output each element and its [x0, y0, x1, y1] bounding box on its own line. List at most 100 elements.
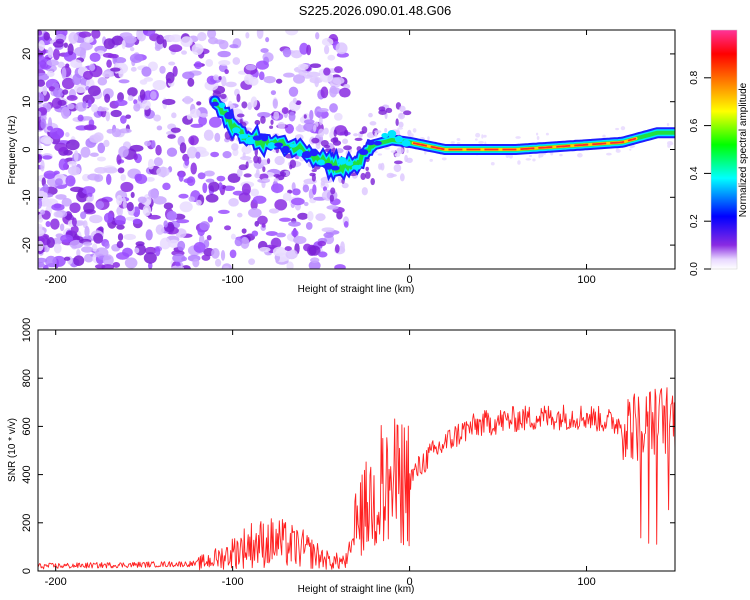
spectrogram-y-tick-label: 0 [21, 146, 33, 152]
spectrogram-noise-blob [190, 123, 204, 128]
spectrogram-noise-blob [218, 182, 223, 191]
spectrogram-noise-blob [368, 112, 373, 118]
spectrogram-noise-blob [245, 64, 257, 71]
ridge-blob [218, 102, 226, 109]
colorbar-tick-label: 0.8 [689, 70, 700, 84]
spectrogram-noise-blob [110, 67, 121, 72]
spectrogram-noise-blob [78, 31, 92, 38]
snr-y-tick-label: 1000 [21, 318, 33, 342]
spectrogram-noise-blob [142, 30, 156, 37]
spectrogram-noise-blob [280, 172, 287, 177]
spectrogram-noise-blob [54, 178, 63, 186]
spectrogram-noise-blob [602, 134, 606, 138]
spectrogram-noise-blob [330, 137, 339, 143]
spectrogram-noise-blob [229, 249, 237, 259]
spectrogram-noise-blob [165, 71, 175, 84]
spectrogram-noise-blob [178, 171, 184, 182]
spectrogram-noise-blob [334, 125, 347, 136]
spectrogram-noise-blob [42, 155, 53, 160]
spectrogram-noise-blob [93, 233, 104, 244]
spectrogram-noise-blob [159, 65, 166, 74]
spectrogram-noise-blob [163, 202, 174, 210]
spectrogram-noise-blob [186, 114, 192, 120]
spectrogram-noise-blob [46, 59, 59, 67]
spectrogram-noise-blob [80, 211, 87, 220]
spectrogram-noise-blob [323, 127, 329, 135]
spectrogram-noise-blob [279, 217, 292, 222]
spectrogram-noise-blob [312, 184, 317, 196]
spectrogram-noise-blob [42, 85, 48, 96]
spectrogram-y-ticks: 20 10 0 -10 -20 [21, 48, 675, 253]
spectrogram-noise-blob [238, 192, 251, 203]
spectrogram-noise-blob [261, 223, 266, 228]
spectrogram-noise-blob [221, 75, 227, 87]
spectrogram-noise-blob [172, 65, 178, 77]
snr-series-line [38, 387, 675, 571]
spectrogram-noise-blob [61, 67, 67, 80]
spectrogram-noise-blob [393, 164, 402, 173]
spectrogram-noise-blob [525, 158, 531, 161]
spectrogram-noise-blob [83, 202, 95, 214]
spectrogram-noise-blob [143, 193, 152, 206]
spectrogram-noise-blob [222, 151, 232, 159]
spectrogram-noise-blob [38, 261, 45, 268]
spectrogram-noise-blob [329, 194, 335, 202]
spectrogram-noise-blob [104, 93, 111, 103]
spectrogram-noise-blob [103, 139, 110, 148]
ridge-blob [351, 164, 362, 170]
spectrogram-noise-blob [323, 144, 331, 149]
spectrogram-noise-blob [73, 150, 79, 162]
spectrogram-noise-blob [61, 197, 72, 207]
spectrogram-noise-blob [227, 173, 241, 184]
spectrogram-noise-blob [281, 107, 289, 115]
spectrogram-noise-blob [257, 215, 268, 225]
spectrogram-noise-blob [220, 93, 227, 100]
spectrogram-noise-blob [82, 101, 87, 109]
spectrogram-noise-blob [269, 125, 274, 129]
spectrogram-noise-blob [43, 170, 56, 180]
spectrogram-noise-blob [134, 247, 140, 254]
spectrogram-noise-blob [118, 128, 132, 134]
spectrogram-noise-blob [456, 137, 461, 141]
spectrogram-noise-blob [91, 103, 99, 113]
spectrogram-noise-blob [241, 228, 247, 234]
snr-x-tick-label: -200 [45, 576, 67, 588]
spectrogram-noise-blob [96, 156, 106, 162]
spectrogram-noise-blob [236, 113, 245, 118]
snr-y-tick-label: 800 [21, 369, 33, 387]
snr-x-tick-label: 0 [407, 576, 413, 588]
spectrogram-noise-blob [188, 135, 199, 146]
spectrogram-noise-blob [266, 158, 271, 164]
spectrogram-noise-blob [238, 164, 248, 171]
spectrogram-noise-blob [270, 119, 274, 125]
spectrogram-y-axis-label: Frequency (Hz) [7, 116, 18, 185]
spectrogram-noise-blob [48, 86, 56, 92]
spectrogram-noise-blob [89, 63, 96, 72]
spectrogram-noise-blob [147, 158, 155, 170]
colorbar-gradient [710, 29, 738, 270]
spectrogram-noise-blob [71, 217, 77, 227]
spectrogram-noise-blob [217, 50, 231, 58]
spectrogram-noise-blob [263, 75, 276, 84]
spectrogram-noise-blob [236, 212, 243, 218]
spectrogram-y-tick-label: 20 [21, 48, 33, 60]
spectrogram-noise-blob [66, 95, 78, 101]
spectrogram-noise-blob [46, 70, 55, 77]
spectrogram-noise-blob [170, 127, 181, 133]
spectrogram-noise-blob [126, 201, 134, 212]
spectrogram-noise-blob [475, 132, 481, 138]
spectrogram-noise-blob [89, 52, 101, 63]
spectrogram-noise-blob [260, 115, 266, 124]
spectrogram-noise-blob [255, 60, 269, 70]
spectrogram-noise-blob [309, 63, 322, 69]
spectrogram-noise-blob [396, 147, 404, 155]
spectrogram-noise-blob [168, 44, 183, 53]
spectrogram-noise-blob [303, 201, 309, 207]
spectrogram-noise-blob [370, 177, 375, 186]
spectrogram-noise-blob [321, 227, 335, 233]
spectrogram-noise-blob [153, 114, 162, 122]
spectrogram-noise-blob [251, 230, 259, 237]
spectrogram-noise-blob [117, 92, 124, 102]
spectrogram-noise-blob [63, 42, 68, 48]
